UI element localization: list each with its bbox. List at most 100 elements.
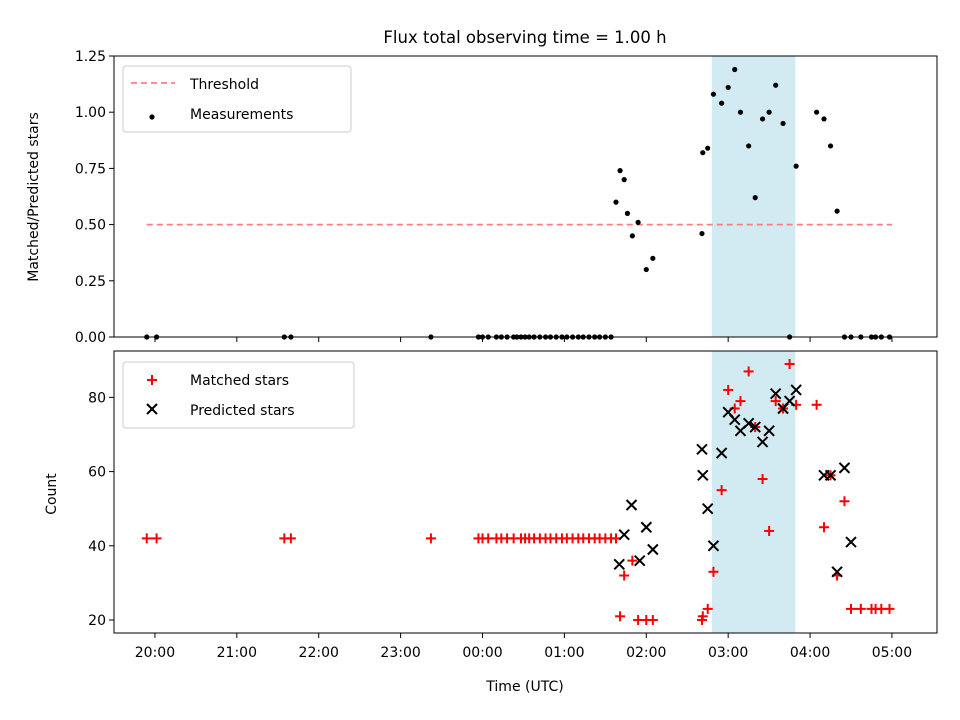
measurement-point — [700, 150, 706, 156]
predicted-star-point — [618, 528, 630, 541]
y-tick-label: 40 — [88, 539, 106, 555]
x-tick-label: 02:00 — [626, 645, 666, 661]
chart-title: Flux total observing time = 1.00 h — [383, 28, 666, 47]
predicted-star-point — [647, 543, 659, 556]
axes-frame — [113, 55, 938, 338]
x-tick-label: 03:00 — [708, 645, 748, 661]
measurement-point — [617, 168, 623, 174]
matched-star-point — [811, 399, 822, 410]
y-axis-label: Matched/Predicted stars — [26, 112, 42, 282]
x-tick-label: 23:00 — [380, 645, 420, 661]
matched-star-point — [615, 611, 626, 622]
panel-count: 20 40 60 80 20:00 21:00 22:00 23:00 00:00 01:00 02… — [44, 350, 938, 695]
matched-star-point — [708, 566, 719, 577]
matched-star-point — [425, 533, 436, 544]
x-tick-label: 00:00 — [462, 645, 502, 661]
legend-threshold-label: Threshold — [189, 77, 259, 93]
measurement-point — [650, 255, 656, 261]
y-tick-label: 20 — [88, 613, 106, 629]
legend-frame — [122, 65, 352, 133]
x-axis-label: Time (UTC) — [485, 679, 563, 695]
legend: Matched stars Predicted stars — [122, 361, 355, 429]
matched-star-point — [764, 525, 775, 536]
count-axes: 20 40 60 80 20:00 21:00 22:00 23:00 00:00 01:00 02… — [88, 350, 938, 661]
measurement-point — [746, 143, 752, 149]
matched-star-point — [884, 603, 895, 614]
matched-star-point — [846, 603, 857, 614]
measurement-point — [725, 84, 731, 91]
measurement-point — [635, 219, 641, 225]
legend: Threshold Measurements — [122, 65, 352, 133]
predicted-star-point — [845, 536, 857, 548]
matched-star-point — [619, 570, 630, 581]
matched-star-point — [716, 485, 727, 496]
legend-measurements-label: Measurements — [190, 107, 293, 123]
legend-predicted-swatch — [146, 403, 158, 415]
count-marks — [141, 358, 895, 626]
measurement-point — [780, 120, 786, 127]
x-tick-label: 22:00 — [299, 645, 339, 661]
legend-matched-label: Matched stars — [190, 373, 289, 389]
x-tick-label: 01:00 — [544, 645, 584, 661]
axes-frame — [113, 350, 938, 634]
predicted-star-point — [625, 499, 638, 511]
measurement-point — [759, 116, 766, 122]
predicted-star-point — [640, 521, 652, 533]
legend-frame — [122, 361, 355, 429]
matched-star-point — [151, 533, 162, 544]
measurement-point — [773, 82, 779, 88]
measurement-point — [793, 163, 799, 169]
predicted-star-point — [763, 425, 775, 437]
measurement-point — [719, 100, 725, 106]
y-tick-label: 1.00 — [75, 105, 106, 121]
y-tick-label: 0.25 — [75, 274, 106, 290]
predicted-star-point — [838, 462, 851, 474]
predicted-star-point — [749, 421, 761, 433]
matched-star-point — [757, 474, 768, 485]
highlight-span — [711, 351, 796, 633]
predicted-star-point — [634, 554, 646, 567]
matched-star-point — [770, 396, 781, 407]
predicted-star-point — [613, 558, 625, 571]
measurement-point — [710, 91, 717, 97]
matched-star-point — [285, 533, 296, 544]
measurement-point — [613, 199, 619, 205]
matched-star-point — [697, 611, 708, 622]
measurement-point — [752, 195, 758, 201]
y-axis-label: Count — [44, 473, 60, 515]
y-tick-label: 60 — [88, 465, 106, 481]
predicted-star-point — [831, 566, 843, 578]
matched-star-point — [627, 555, 638, 566]
matched-star-point — [647, 615, 658, 626]
measurement-point — [821, 116, 827, 122]
legend-measurements-swatch — [149, 114, 155, 120]
y-tick-label: 80 — [88, 390, 106, 406]
measurement-point — [643, 266, 649, 273]
panel-ratio: 0.00 0.25 0.50 0.75 1.00 1.25 Flux total obse… — [26, 28, 938, 346]
y-tick-label: 0.50 — [75, 218, 106, 234]
y-tick-label: 0.00 — [75, 330, 106, 346]
x-tick-label: 21:00 — [217, 645, 257, 661]
predicted-star-point — [701, 502, 714, 515]
matched-star-point — [702, 603, 713, 614]
legend-matched-swatch — [147, 375, 157, 385]
y-tick-label: 0.75 — [75, 161, 106, 177]
predicted-star-point — [742, 417, 755, 430]
x-tick-label: 20:00 — [135, 645, 175, 661]
predicted-star-point — [790, 384, 802, 396]
measurement-point — [629, 233, 635, 239]
matched-star-point — [855, 603, 866, 614]
predicted-star-point — [707, 540, 720, 552]
predicted-star-point — [783, 395, 796, 407]
predicted-star-point — [696, 443, 708, 456]
predicted-star-point — [715, 447, 728, 459]
matched-star-point — [735, 396, 746, 407]
measurement-point — [834, 208, 840, 214]
predicted-star-point — [769, 387, 782, 400]
ratio-axes: 0.00 0.25 0.50 0.75 1.00 1.25 — [75, 49, 938, 346]
measurement-point — [699, 230, 705, 237]
matched-star-point — [141, 533, 152, 544]
measurement-point — [732, 66, 738, 73]
measurement-point — [737, 109, 744, 115]
